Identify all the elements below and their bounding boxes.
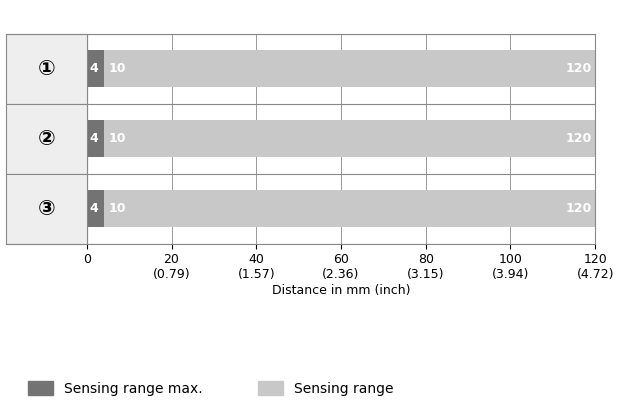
Text: 10: 10 <box>109 202 126 215</box>
Bar <box>87 190 595 227</box>
Text: 4: 4 <box>89 202 98 215</box>
Text: 120: 120 <box>565 202 592 215</box>
Text: 4: 4 <box>89 132 98 145</box>
Text: ②: ② <box>38 129 55 149</box>
Bar <box>87 121 595 157</box>
Bar <box>87 190 104 227</box>
Text: 120: 120 <box>565 62 592 75</box>
Legend: Sensing range max., Sensing range: Sensing range max., Sensing range <box>28 381 394 396</box>
Text: ①: ① <box>38 59 55 79</box>
Text: 10: 10 <box>109 62 126 75</box>
Bar <box>87 50 104 87</box>
Bar <box>87 50 595 87</box>
Bar <box>87 121 104 157</box>
Text: 120: 120 <box>565 132 592 145</box>
Text: 10: 10 <box>109 132 126 145</box>
Text: 4: 4 <box>89 62 98 75</box>
Text: ③: ③ <box>38 199 55 218</box>
X-axis label: Distance in mm (inch): Distance in mm (inch) <box>272 284 410 297</box>
